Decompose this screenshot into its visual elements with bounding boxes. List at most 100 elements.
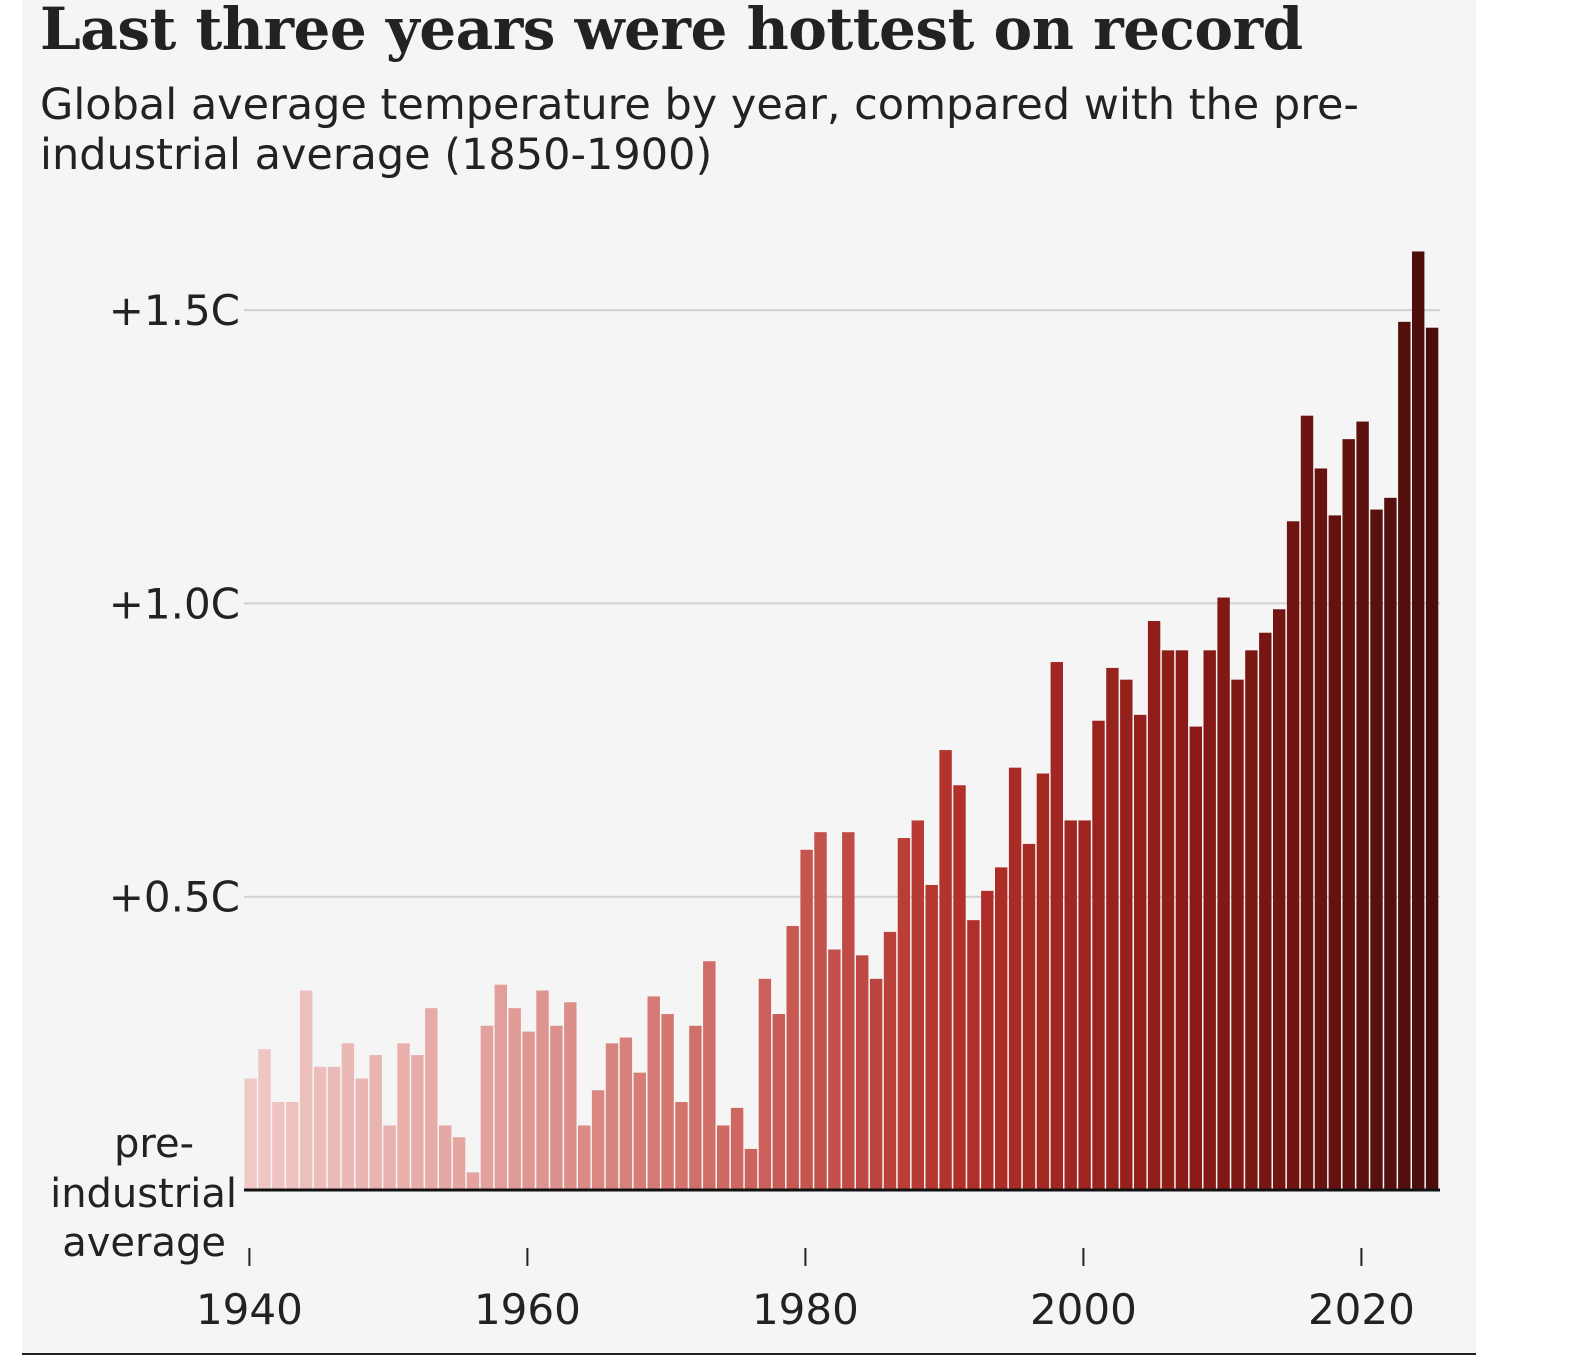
bar-1964: [578, 1125, 591, 1190]
bar-1965: [591, 1090, 605, 1190]
bar-1968: [633, 1072, 646, 1190]
bar-1957: [480, 1025, 494, 1190]
bar-1985: [869, 978, 883, 1190]
bar-1992: [967, 920, 980, 1190]
baseline-label-line: average: [62, 1220, 226, 1266]
bar-2004: [1134, 714, 1147, 1190]
bar-1995: [1008, 767, 1022, 1190]
bar-1954: [439, 1125, 452, 1190]
bar-1988: [911, 820, 924, 1190]
bar-1975: [730, 1107, 744, 1190]
bar-1997: [1036, 773, 1050, 1190]
bar-1987: [897, 838, 911, 1190]
bar-2005: [1147, 620, 1161, 1190]
bar-1940: [244, 1078, 257, 1190]
bar-1991: [953, 785, 966, 1190]
bar-2003: [1120, 679, 1133, 1190]
bar-1970: [661, 1014, 674, 1190]
bar-1986: [883, 931, 897, 1190]
bar-2002: [1106, 667, 1119, 1190]
bar-2007: [1175, 650, 1189, 1190]
bar-2008: [1189, 726, 1202, 1190]
bar-1950: [383, 1125, 396, 1190]
bar-2020: [1356, 421, 1369, 1191]
bar-1973: [703, 961, 716, 1190]
bar-2011: [1231, 679, 1244, 1190]
bar-1989: [925, 884, 938, 1190]
bar-1967: [619, 1037, 633, 1190]
y-tick-label: +1.5C: [109, 286, 240, 335]
bar-1982: [828, 949, 841, 1190]
bars: [244, 251, 1439, 1191]
bar-2009: [1203, 650, 1216, 1190]
bar-1952: [411, 1055, 424, 1190]
bar-2006: [1161, 650, 1175, 1190]
bar-1990: [939, 750, 952, 1190]
bar-1999: [1064, 820, 1077, 1190]
baseline-label-line: pre-: [114, 1121, 194, 1167]
bar-2013: [1259, 632, 1272, 1190]
x-tick-label: 1960: [474, 1285, 581, 1334]
bar-1942: [272, 1102, 285, 1190]
bar-1979: [786, 926, 799, 1190]
bar-1984: [856, 955, 869, 1190]
chart-title: Last three years were hottest on record: [40, 0, 1303, 63]
bar-1946: [327, 1066, 341, 1190]
bar-2024: [1412, 251, 1425, 1190]
bottom-rule: [22, 1353, 1476, 1355]
bar-1983: [842, 832, 855, 1190]
bar-1998: [1050, 662, 1063, 1190]
y-axis-labels: +0.5C +1.0C +1.5C: [109, 286, 240, 922]
bar-1974: [717, 1125, 730, 1190]
bar-2015: [1286, 521, 1300, 1190]
bar-1949: [369, 1055, 382, 1190]
bar-2012: [1245, 650, 1258, 1190]
bar-1969: [647, 996, 660, 1190]
bar-1948: [355, 1078, 368, 1190]
bar-2014: [1273, 609, 1286, 1190]
bar-2016: [1300, 415, 1314, 1190]
bar-1978: [772, 1014, 785, 1190]
baseline-label: pre-industrial average: [50, 1121, 237, 1266]
bar-1943: [286, 1102, 299, 1190]
bar-2000: [1078, 820, 1091, 1190]
bar-1960: [522, 1031, 535, 1190]
bar-1962: [550, 1025, 563, 1190]
bar-1959: [508, 1008, 521, 1190]
x-axis: 1940 1960 1980 2000 2020: [196, 1248, 1415, 1334]
bar-2023: [1398, 321, 1411, 1190]
x-tick-label: 2000: [1030, 1285, 1137, 1334]
bar-1963: [564, 1002, 577, 1190]
bar-1996: [1022, 843, 1036, 1190]
bar-2025: [1425, 327, 1439, 1190]
bar-2021: [1370, 509, 1383, 1190]
x-tick-label: 2020: [1308, 1285, 1415, 1334]
bar-2017: [1314, 468, 1328, 1190]
bar-2018: [1328, 515, 1341, 1190]
bar-1994: [995, 867, 1008, 1190]
bar-1993: [981, 890, 994, 1190]
bar-1981: [814, 832, 827, 1190]
bar-1977: [758, 978, 772, 1190]
bar-1958: [494, 984, 507, 1190]
bar-1972: [689, 1025, 702, 1190]
bar-1951: [397, 1043, 410, 1190]
chart-subtitle: Global average temperature by year, comp…: [40, 80, 1359, 180]
bar-1966: [605, 1043, 619, 1190]
bar-1945: [313, 1066, 327, 1190]
baseline-label-line: industrial: [50, 1171, 237, 1217]
bar-2019: [1342, 439, 1355, 1191]
bar-1976: [744, 1148, 758, 1190]
bar-1980: [800, 849, 813, 1190]
x-tick-label: 1980: [752, 1285, 859, 1334]
y-tick-label: +0.5C: [109, 873, 240, 922]
bar-1947: [341, 1043, 355, 1190]
bar-1956: [466, 1172, 480, 1190]
bar-2010: [1217, 597, 1230, 1190]
bar-1941: [258, 1049, 271, 1190]
bar-1955: [452, 1137, 466, 1190]
x-tick-label: 1940: [196, 1285, 303, 1334]
bar-1944: [300, 990, 313, 1190]
bar-1971: [675, 1102, 688, 1190]
